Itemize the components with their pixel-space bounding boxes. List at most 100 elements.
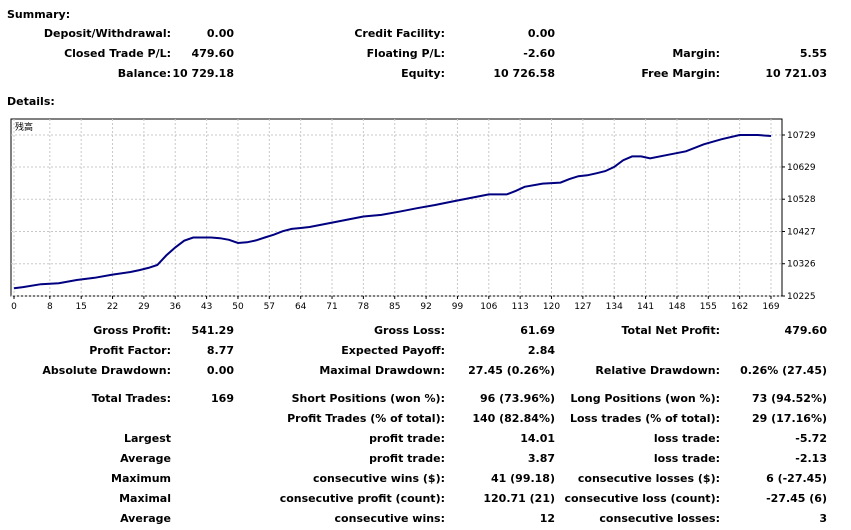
maximal-drawdown-label: Maximal Drawdown: (319, 364, 445, 377)
maximal-label: Maximal (119, 492, 171, 505)
deposit-value: 0.00 (206, 27, 234, 40)
maximal-consecutive-loss-value: -27.45 (6) (766, 492, 827, 505)
maximal-consecutive-loss-label: consecutive loss (count): (564, 492, 720, 505)
x-tick-label: 169 (762, 302, 779, 312)
x-tick-label: 141 (637, 302, 654, 312)
floating-pl-label: Floating P/L: (366, 47, 445, 60)
chart-grid (11, 119, 782, 297)
max-consecutive-losses-value: 6 (-27.45) (766, 472, 827, 485)
chart-ticks: 0 8 15 22 29 36 43 50 57 64 71 78 85 92 99 106 113 120 127… (11, 131, 816, 312)
avg-consecutive-wins-value: 12 (539, 512, 555, 525)
avg-consecutive-wins-label: consecutive wins: (334, 512, 445, 525)
average-loss-label: loss trade: (653, 452, 720, 465)
floating-pl-value: -2.60 (523, 47, 555, 60)
relative-drawdown-value: 0.26% (27.45) (740, 364, 827, 377)
profit-factor-label: Profit Factor: (89, 344, 171, 357)
largest-loss-label: loss trade: (653, 432, 720, 445)
equity-value: 10 726.58 (493, 67, 555, 80)
x-tick-label: 36 (170, 302, 182, 312)
y-tick-label: 10729 (787, 131, 816, 141)
gross-profit-label: Gross Profit: (93, 324, 171, 337)
profit-factor-value: 8.77 (206, 344, 234, 357)
x-tick-label: 78 (358, 302, 370, 312)
x-tick-label: 8 (47, 302, 53, 312)
total-net-profit-label: Total Net Profit: (621, 324, 721, 337)
balance-chart-svg: 0 8 15 22 29 36 43 50 57 64 71 78 85 92 99 106 113 120 127… (10, 118, 816, 312)
largest-profit-value: 14.01 (520, 432, 555, 445)
x-tick-label: 64 (295, 302, 307, 312)
max-consecutive-wins-value: 41 (99.18) (491, 472, 555, 485)
short-positions-value: 96 (73.96%) (479, 392, 555, 405)
avg-consecutive-losses-value: 3 (819, 512, 827, 525)
expected-payoff-value: 2.84 (527, 344, 555, 357)
balance-label: Balance: (117, 67, 171, 80)
x-tick-label: 92 (420, 302, 431, 312)
profit-trades-value: 140 (82.84%) (472, 412, 555, 425)
loss-trades-value: 29 (17.16%) (751, 412, 827, 425)
free-margin-label: Free Margin: (641, 67, 720, 80)
x-tick-label: 113 (512, 302, 529, 312)
deposit-label: Deposit/Withdrawal: (43, 27, 171, 40)
x-tick-label: 15 (75, 302, 86, 312)
average-profit-label: profit trade: (369, 452, 445, 465)
long-positions-label: Long Positions (won %): (570, 392, 720, 405)
balance-chart: 0 8 15 22 29 36 43 50 57 64 71 78 85 92 99 106 113 120 127… (10, 118, 816, 312)
maximal-drawdown-value: 27.45 (0.26%) (468, 364, 555, 377)
average-label: Average (120, 452, 171, 465)
x-tick-label: 43 (201, 302, 212, 312)
maximal-consecutive-profit-value: 120.71 (21) (483, 492, 555, 505)
details-title: Details: (7, 95, 55, 108)
average2-label: Average (120, 512, 171, 525)
balance-value: 10 729.18 (172, 67, 234, 80)
largest-loss-value: -5.72 (795, 432, 827, 445)
max-consecutive-wins-label: consecutive wins ($): (312, 472, 445, 485)
expected-payoff-label: Expected Payoff: (341, 344, 445, 357)
average-profit-value: 3.87 (527, 452, 555, 465)
y-tick-label: 10225 (787, 292, 816, 302)
x-tick-label: 29 (138, 302, 150, 312)
profit-trades-label: Profit Trades (% of total): (287, 412, 445, 425)
x-tick-label: 155 (700, 302, 717, 312)
closed-pl-label: Closed Trade P/L: (64, 47, 171, 60)
relative-drawdown-label: Relative Drawdown: (595, 364, 720, 377)
absolute-drawdown-label: Absolute Drawdown: (42, 364, 171, 377)
gross-loss-value: 61.69 (520, 324, 555, 337)
long-positions-value: 73 (94.52%) (751, 392, 827, 405)
avg-consecutive-losses-label: consecutive losses: (599, 512, 720, 525)
maximum-label: Maximum (111, 472, 171, 485)
free-margin-value: 10 721.03 (765, 67, 827, 80)
x-tick-label: 134 (606, 302, 623, 312)
credit-value: 0.00 (527, 27, 555, 40)
summary-title: Summary: (7, 8, 71, 21)
absolute-drawdown-value: 0.00 (206, 364, 234, 377)
x-tick-label: 106 (480, 302, 497, 312)
total-trades-value: 169 (211, 392, 234, 405)
total-trades-label: Total Trades: (91, 392, 171, 405)
x-tick-label: 57 (264, 302, 275, 312)
short-positions-label: Short Positions (won %): (291, 392, 445, 405)
x-tick-label: 127 (574, 302, 591, 312)
x-tick-label: 99 (452, 302, 464, 312)
largest-label: Largest (124, 432, 171, 445)
y-tick-label: 10427 (787, 227, 816, 237)
total-net-profit-value: 479.60 (784, 324, 827, 337)
x-tick-label: 22 (107, 302, 118, 312)
y-tick-label: 10629 (787, 163, 816, 173)
x-tick-label: 71 (326, 302, 337, 312)
x-tick-label: 85 (389, 302, 400, 312)
loss-trades-label: Loss trades (% of total): (569, 412, 720, 425)
x-tick-label: 0 (11, 302, 17, 312)
x-tick-label: 50 (232, 302, 244, 312)
x-tick-label: 148 (668, 302, 685, 312)
chart-plot-area (10, 118, 783, 297)
gross-loss-label: Gross Loss: (374, 324, 445, 337)
closed-pl-value: 479.60 (191, 47, 234, 60)
margin-value: 5.55 (799, 47, 827, 60)
largest-profit-label: profit trade: (369, 432, 445, 445)
max-consecutive-losses-label: consecutive losses ($): (577, 472, 720, 485)
credit-label: Credit Facility: (354, 27, 445, 40)
x-tick-label: 162 (731, 302, 748, 312)
y-tick-label: 10528 (787, 195, 816, 205)
x-tick-label: 120 (543, 302, 560, 312)
chart-title: 残高 (15, 121, 33, 133)
